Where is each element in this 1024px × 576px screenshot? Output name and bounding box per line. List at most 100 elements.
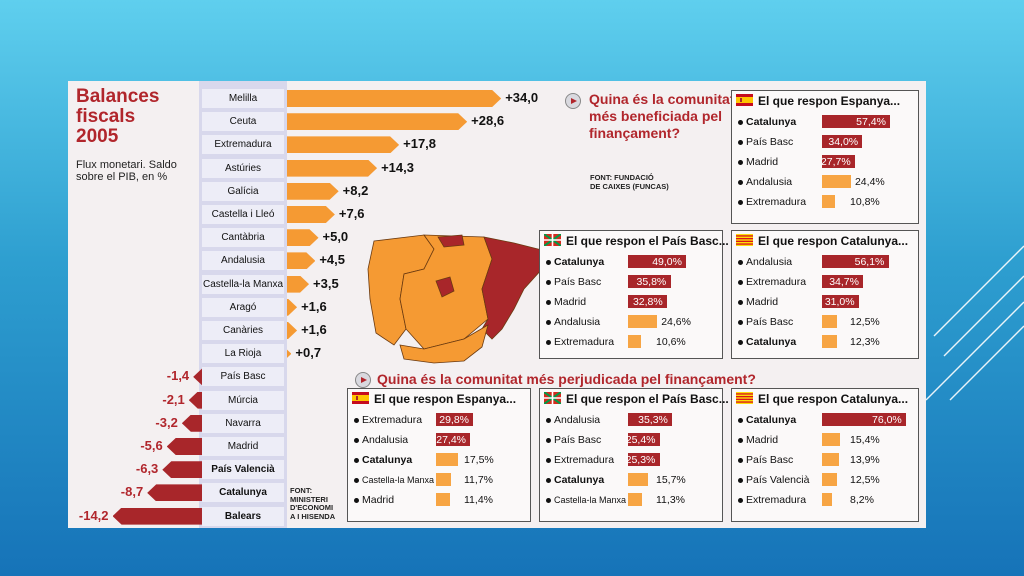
panel-title: El que respon Catalunya... <box>758 234 909 248</box>
panel-bar <box>628 255 687 268</box>
panel-value: 12,5% <box>850 316 880 328</box>
panel-row-label: Catalunya <box>746 414 797 426</box>
bullet-icon <box>738 458 743 463</box>
survey-panel: El que respon Espanya... Extremadura 29,8%… <box>347 388 531 522</box>
panel-value: 8,2% <box>850 494 874 506</box>
survey-panel: El que respon el País Basc... Catalunya 49… <box>539 230 729 359</box>
panel-bar <box>822 433 841 446</box>
catalonia-flag-icon <box>736 392 753 404</box>
panel-row-label: Catalunya <box>746 336 797 348</box>
title-line: fiscals <box>76 106 136 127</box>
panel-value: 49,0% <box>652 256 682 268</box>
panel-value: 11,4% <box>464 494 493 506</box>
panel-row: Extremadura 10,8% <box>732 193 918 211</box>
panel-value: 34,0% <box>828 136 859 148</box>
balance-value: -5,6 <box>140 438 163 453</box>
region-label: Navarra <box>202 413 284 433</box>
panel-bar <box>628 453 660 466</box>
panel-value: 24,4% <box>854 176 885 188</box>
panel-value: 76,0% <box>872 414 902 426</box>
panel-row: Castella-la Manxa 11,7% <box>348 471 530 489</box>
balance-value: +1,6 <box>301 298 327 314</box>
panel-value: 27,4% <box>436 434 467 446</box>
survey-panel: El que respon Catalunya... Andalusia 56,1%… <box>731 230 919 359</box>
panel-bar <box>628 335 641 348</box>
panel-bar <box>436 493 451 506</box>
panel-value: 27,7% <box>820 156 851 168</box>
balance-bar <box>181 414 202 432</box>
balance-bar <box>287 113 467 130</box>
balance-bar <box>112 507 202 525</box>
panel-row: Catalunya 76,0% <box>732 411 918 429</box>
panel-value: 57,4% <box>856 116 886 128</box>
panel-row: País Basc 35,8% <box>540 273 722 291</box>
panel-row: País Basc 13,9% <box>732 451 918 469</box>
panel-bar <box>822 155 855 168</box>
balance-bar <box>147 484 202 502</box>
balance-value: +4,5 <box>319 252 346 268</box>
panel-bar <box>436 453 458 466</box>
region-label: Melilla <box>202 89 284 108</box>
left-source: FONT: MINISTERI D'ECONOMI A I HISENDA <box>290 486 336 521</box>
bullet-icon <box>546 438 551 443</box>
region-label: Extremadura <box>202 135 284 155</box>
panel-value: 35,8% <box>636 276 667 288</box>
balance-bar <box>287 276 309 293</box>
panel-value: 13,9% <box>850 454 880 466</box>
bullet-icon <box>546 418 551 423</box>
panel-row: Andalusia 24,6% <box>540 313 722 331</box>
panel-bar <box>822 175 851 188</box>
panel-bar <box>822 255 889 268</box>
panel-bar <box>822 275 864 288</box>
panel-value: 35,3% <box>638 414 668 426</box>
panel-row: Andalusia 24,4% <box>732 173 918 191</box>
balance-value: +8,2 <box>342 182 369 198</box>
bullet-icon <box>738 280 743 285</box>
panel-row-label: País Basc <box>554 434 602 446</box>
balance-bar <box>287 229 319 246</box>
panel-value: 12,3% <box>850 336 880 348</box>
region-label: Ceuta <box>202 112 284 132</box>
balance-value: -8,7 <box>120 484 144 500</box>
balance-bar <box>287 90 501 107</box>
panel-bar <box>822 453 839 466</box>
panel-row-label: Catalunya <box>362 454 413 466</box>
balance-value: -1,4 <box>166 368 190 384</box>
play-icon <box>355 372 371 388</box>
balance-value: -3,2 <box>155 414 178 430</box>
panel-row-label: Andalusia <box>362 434 409 446</box>
panel-row: Extremadura 10,6% <box>540 333 722 351</box>
panel-row-label: Andalusia <box>746 256 793 268</box>
balance-value: -14,2 <box>78 507 109 523</box>
bullet-icon <box>354 478 359 483</box>
panel-row-label: País Valencià <box>746 474 810 486</box>
balance-value: +17,8 <box>403 136 437 152</box>
panel-row: Andalusia 35,3% <box>540 411 722 429</box>
survey-panel: El que respon el País Basc... Andalusia 35… <box>539 388 729 522</box>
panel-row-label: Catalunya <box>746 116 797 128</box>
balance-bar <box>193 368 202 386</box>
balance-value: -2,1 <box>162 391 185 407</box>
panel-bar <box>436 433 471 446</box>
chart-title: Balances fiscals 2005 <box>76 87 159 147</box>
map-northeast <box>481 236 547 340</box>
bullet-icon <box>738 340 743 345</box>
panel-row: Catalunya 57,4% <box>732 113 918 131</box>
panel-row: País Basc 12,5% <box>732 313 918 331</box>
panel-value: 10,6% <box>656 336 686 348</box>
panel-row-label: Madrid <box>362 494 395 506</box>
panel-bar <box>822 195 835 208</box>
balance-value: +5,0 <box>322 229 349 245</box>
region-label: La Rioja <box>202 344 284 364</box>
panel-value: 11,3% <box>656 494 685 506</box>
balance-bar <box>166 438 202 455</box>
panel-row-label: Extremadura <box>362 414 423 426</box>
basque-flag-icon <box>544 234 561 246</box>
panel-value: 15,4% <box>850 434 880 446</box>
region-label: Astúries <box>202 158 284 178</box>
balance-value: +1,6 <box>301 322 327 337</box>
panel-bar <box>822 135 863 148</box>
panel-value: 10,8% <box>850 196 880 208</box>
panel-value: 34,7% <box>829 276 859 288</box>
balance-bar <box>287 345 291 362</box>
